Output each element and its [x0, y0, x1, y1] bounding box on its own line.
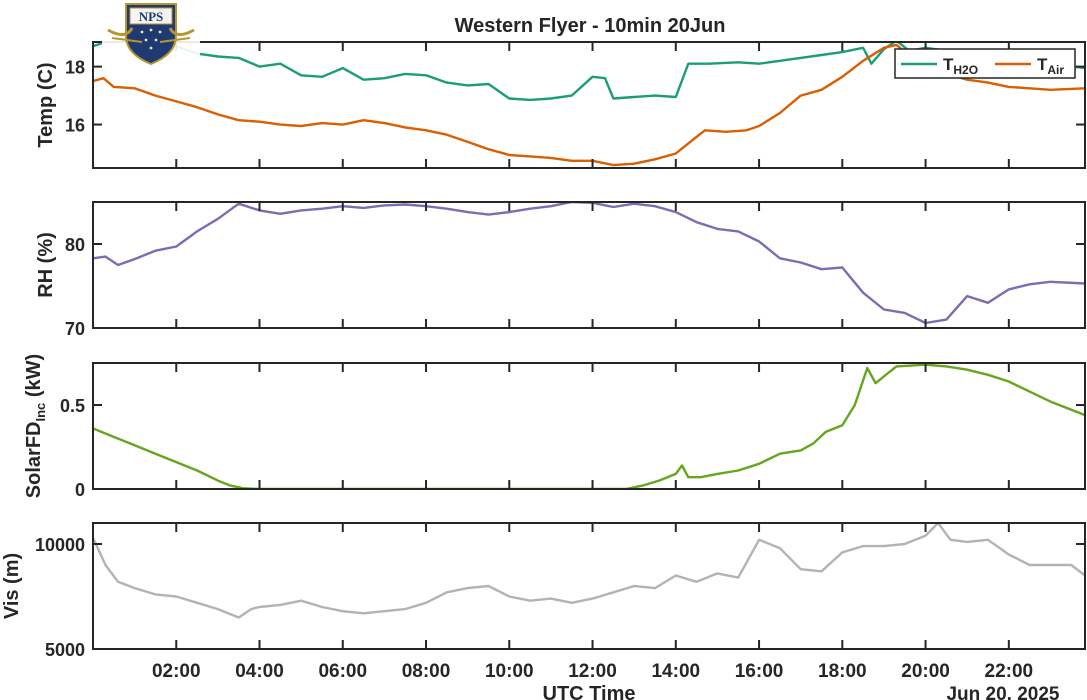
- x-tick-label: 18:00: [818, 661, 867, 682]
- panel-4: 5000 10000 Vis (m): [1, 522, 1086, 660]
- x-tick-label: 12:00: [568, 661, 617, 682]
- axes-box: [92, 362, 1086, 490]
- y-tick-label: 0: [75, 480, 85, 500]
- y-axis-label: RH (%): [35, 232, 57, 298]
- chart-title: Western Flyer - 10min 20Jun: [455, 15, 726, 37]
- x-tick-label: 10:00: [485, 661, 534, 682]
- series-line-h2o: [93, 42, 1085, 102]
- series-line-solar: [93, 363, 1085, 489]
- x-tick-label: 08:00: [402, 661, 451, 682]
- x-axis-label: UTC Time: [543, 683, 636, 700]
- panel-2: 70 80 RH (%): [35, 201, 1086, 339]
- panel-1: 16 18 Temp (C) TH2O TAir: [35, 41, 1086, 169]
- x-tick-label: 16:00: [735, 661, 784, 682]
- y-tick-label: 5000: [45, 640, 85, 660]
- y-tick-label: 0.5: [60, 396, 85, 416]
- x-tick-label: 22:00: [985, 661, 1034, 682]
- y-tick-label: 16: [65, 116, 85, 136]
- legend: TH2O TAir: [894, 48, 1076, 79]
- x-tick-label: 06:00: [318, 661, 367, 682]
- axes-box: [92, 201, 1086, 329]
- nps-logo: NPS: [102, 0, 200, 66]
- x-tick-label: 04:00: [235, 661, 284, 682]
- legend-label: TAir: [1037, 55, 1064, 77]
- date-label: Jun 20, 2025: [946, 684, 1059, 700]
- series-line-vis: [93, 523, 1085, 619]
- x-tick-label: 20:00: [901, 661, 950, 682]
- y-tick-label: 70: [65, 319, 85, 339]
- x-axis-labels: 02:00 04:00 06:00 08:00 10:00 12:00 14:00 16:00…: [152, 661, 1033, 682]
- series-line-rh: [93, 202, 1085, 325]
- y-tick-label: 10000: [35, 535, 85, 555]
- y-tick-label: 80: [65, 235, 85, 255]
- y-axis-label: Vis (m): [1, 553, 23, 619]
- panel-3: 0 0.5 SolarFDInc (kW): [23, 354, 1086, 500]
- x-tick-label: 02:00: [152, 661, 201, 682]
- axes-box: [92, 41, 1086, 169]
- y-tick-label: 18: [65, 58, 85, 78]
- y-axis-label: SolarFDInc (kW): [23, 354, 48, 498]
- panels: 16 18 Temp (C) TH2O TAir 70 80 RH (%) 0 0.5 SolarF…: [1, 41, 1086, 660]
- axes-box: [92, 522, 1086, 650]
- y-axis-label: Temp (C): [35, 62, 57, 147]
- x-tick-label: 14:00: [651, 661, 700, 682]
- legend-label: TH2O: [943, 55, 978, 77]
- svg-text:NPS: NPS: [139, 9, 164, 24]
